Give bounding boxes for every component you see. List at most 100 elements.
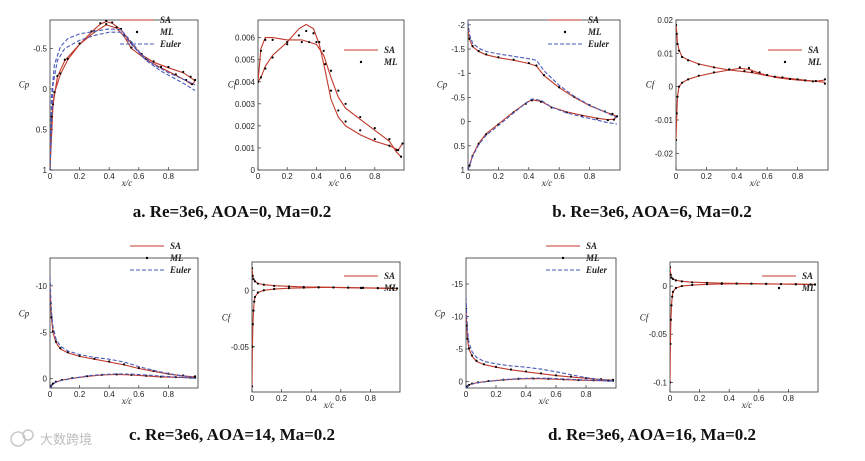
ml-point [322, 49, 325, 52]
ml-point [252, 278, 255, 281]
x-tick-label: 0.8 [163, 172, 175, 181]
ml-point [271, 56, 274, 59]
series-ml [252, 267, 399, 388]
x-tick-label: 0.8 [369, 172, 381, 181]
legend: SA ML [762, 271, 816, 293]
ml-point [796, 78, 799, 81]
ml-point [359, 129, 362, 132]
chart-a-cp: 0 0.2 0.4 0.6 0.8 1 0.5 0 -0.5 x/c Cp SA ML Euler a. R… [19, 15, 332, 221]
y-tick-label: -1.5 [451, 45, 465, 54]
ml-point [53, 91, 56, 94]
ml-point [823, 78, 827, 81]
ml-point [273, 284, 276, 287]
ml-point [347, 286, 350, 289]
x-tick-label: 0.2 [276, 394, 288, 403]
ml-point [779, 282, 783, 286]
x-tick-label: 0.4 [104, 172, 116, 181]
legend-label: Euler [159, 39, 182, 49]
ml-point [728, 68, 731, 71]
ml-point [259, 49, 263, 52]
chart-b-cp: 0 0.2 0.4 0.6 0.8 1 0.5 0 -0.5 -1 -1.5 -2 x/c Cp SA ML E… [437, 15, 752, 221]
ml-point [337, 89, 340, 92]
x-axis-label: x/c [328, 178, 340, 188]
x-axis-label: x/c [121, 396, 133, 406]
y-tick-label: 0 [43, 85, 48, 94]
y-axis-label: Cf [222, 313, 232, 323]
y-tick-label: 0.02 [657, 16, 673, 25]
plot-frame [467, 19, 621, 171]
y-axis-label: Cp [19, 309, 30, 319]
y-tick-label: 1 [461, 166, 466, 175]
ml-point [477, 49, 480, 53]
x-tick-label: 0 [250, 394, 255, 403]
ml-point [93, 357, 96, 360]
x-tick-label: 0 [668, 394, 673, 403]
x-tick-label: 0.2 [490, 390, 502, 399]
legend: SA ML Euler [130, 241, 192, 275]
ml-point [317, 286, 320, 289]
legend: SA ML [344, 45, 398, 67]
ml-point [466, 324, 468, 327]
ml-point [671, 277, 675, 281]
ml-point [670, 381, 672, 384]
y-tick-label: 0.005 [235, 56, 256, 65]
legend-label: ML [585, 253, 600, 263]
ml-point [305, 29, 308, 33]
legend-swatch [561, 256, 565, 260]
ml-point [527, 61, 530, 65]
x-tick-label: 0.8 [365, 394, 377, 403]
ml-point [750, 70, 754, 74]
watermark-text: 大数跨境 [40, 433, 92, 448]
y-tick-label: -0.01 [655, 116, 674, 125]
ml-point [554, 374, 558, 377]
ml-point [66, 57, 69, 61]
ml-point [482, 363, 486, 366]
legend-label: SA [384, 271, 395, 281]
ml-point [286, 40, 289, 44]
ml-point [273, 287, 276, 291]
y-tick-label: -0.1 [653, 378, 667, 387]
y-tick-label: 0.006 [235, 34, 256, 43]
series-sa [466, 309, 614, 388]
ml-point [813, 283, 817, 286]
euler-line [50, 373, 196, 388]
ml-point [264, 38, 267, 41]
legend-label: SA [384, 45, 395, 55]
ml-point [391, 287, 394, 290]
series-ml [468, 27, 619, 170]
ml-point [252, 345, 254, 348]
ml-point [264, 67, 267, 70]
x-tick-label: 0.8 [580, 390, 592, 399]
ml-point [677, 49, 681, 52]
ml-point [676, 112, 678, 115]
y-tick-label: -0.5 [451, 93, 465, 102]
euler-line [50, 276, 196, 379]
ml-point [111, 21, 114, 24]
legend-label: SA [802, 271, 813, 281]
ml-point [712, 71, 716, 74]
ml-point [287, 285, 291, 288]
legend: SA ML Euler [548, 15, 610, 49]
ml-point [253, 295, 257, 299]
y-tick-label: -0.05 [231, 343, 250, 352]
series-sa [50, 285, 196, 388]
ml-point [705, 283, 709, 286]
series-euler [466, 296, 614, 388]
y-tick-label: 0 [43, 375, 48, 384]
legend-label: SA [808, 45, 819, 55]
ml-point [262, 283, 265, 286]
x-tick-label: 0.4 [523, 172, 535, 181]
ml-point [569, 375, 573, 378]
ml-point [535, 64, 538, 67]
ml-point [485, 53, 488, 56]
legend-label: ML [807, 57, 822, 67]
ml-point [670, 276, 673, 279]
chart-d-cf: 0 0.2 0.4 0.6 0.8 -0.1 -0.05 0 x/c Cf SA ML [640, 261, 819, 410]
x-tick-label: 0.6 [753, 394, 765, 403]
ml-point [189, 75, 192, 78]
sa-line [676, 67, 826, 141]
series-sa [252, 267, 398, 387]
legend-label: Euler [585, 265, 608, 275]
plot-area [50, 276, 197, 388]
ml-point [318, 40, 321, 44]
